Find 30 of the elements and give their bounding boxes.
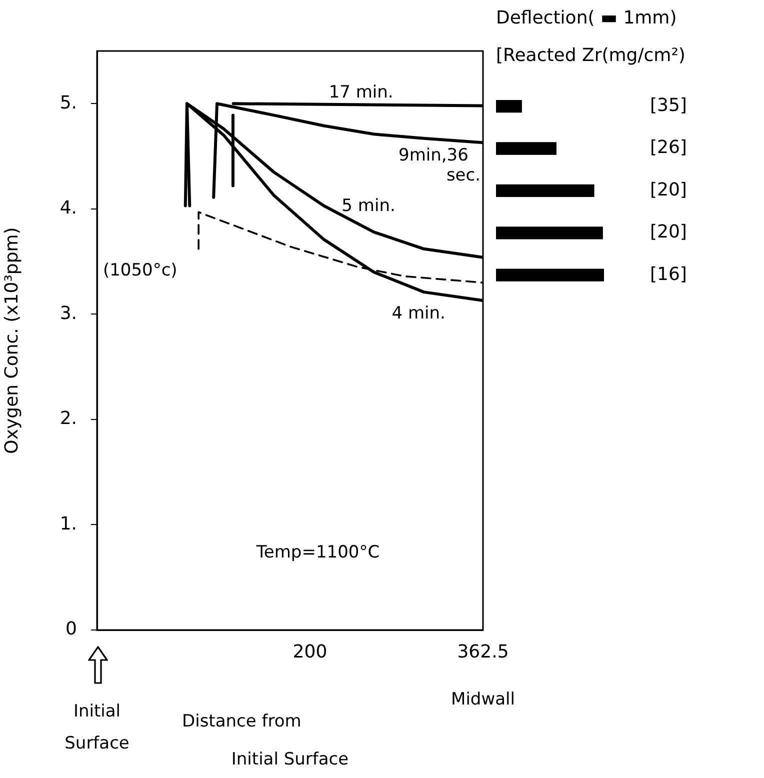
y-tick-label: 3. xyxy=(60,302,77,324)
chart-subtitle: [Reacted Zr(mg/cm²) xyxy=(496,45,686,66)
y-tick-label: 0 xyxy=(66,618,77,640)
series-label: 9min,36 sec. xyxy=(398,146,481,186)
series-label: 17 min. xyxy=(328,82,394,103)
series-label: 4 min. xyxy=(392,304,446,324)
y-tick-label: [26] xyxy=(650,137,687,158)
text: Initial Surface xyxy=(64,701,130,754)
bar xyxy=(496,100,522,113)
y-tick-label: 5. xyxy=(60,92,77,114)
y-axis-title: Oxygen Conc. (x10³ppm) xyxy=(1,227,22,454)
x-tick-label: 200 xyxy=(292,641,328,662)
text: Midwall xyxy=(451,689,515,710)
y-tick-label: [20] xyxy=(650,179,687,200)
y-tick-label: [16] xyxy=(650,264,687,285)
x-axis-title: Distance from Initial Surface xyxy=(182,711,349,770)
y-tick-label: [35] xyxy=(650,94,687,116)
y-tick-label: [20] xyxy=(650,222,687,243)
series-label: (1050°c) xyxy=(102,260,178,280)
x-tick-label: 362.5 xyxy=(457,641,509,662)
bar xyxy=(496,184,594,198)
y-tick-label: 2. xyxy=(60,408,77,430)
bar xyxy=(496,268,604,282)
y-tick-label: 4. xyxy=(60,198,77,219)
bar xyxy=(496,226,603,240)
annotation: Temp=1100°C xyxy=(255,542,380,562)
bar xyxy=(496,142,556,155)
series-label: 5 min. xyxy=(342,196,396,216)
y-tick-label: 1. xyxy=(60,513,77,534)
chart-title: Deflection( ▬ 1mm) xyxy=(496,7,677,28)
